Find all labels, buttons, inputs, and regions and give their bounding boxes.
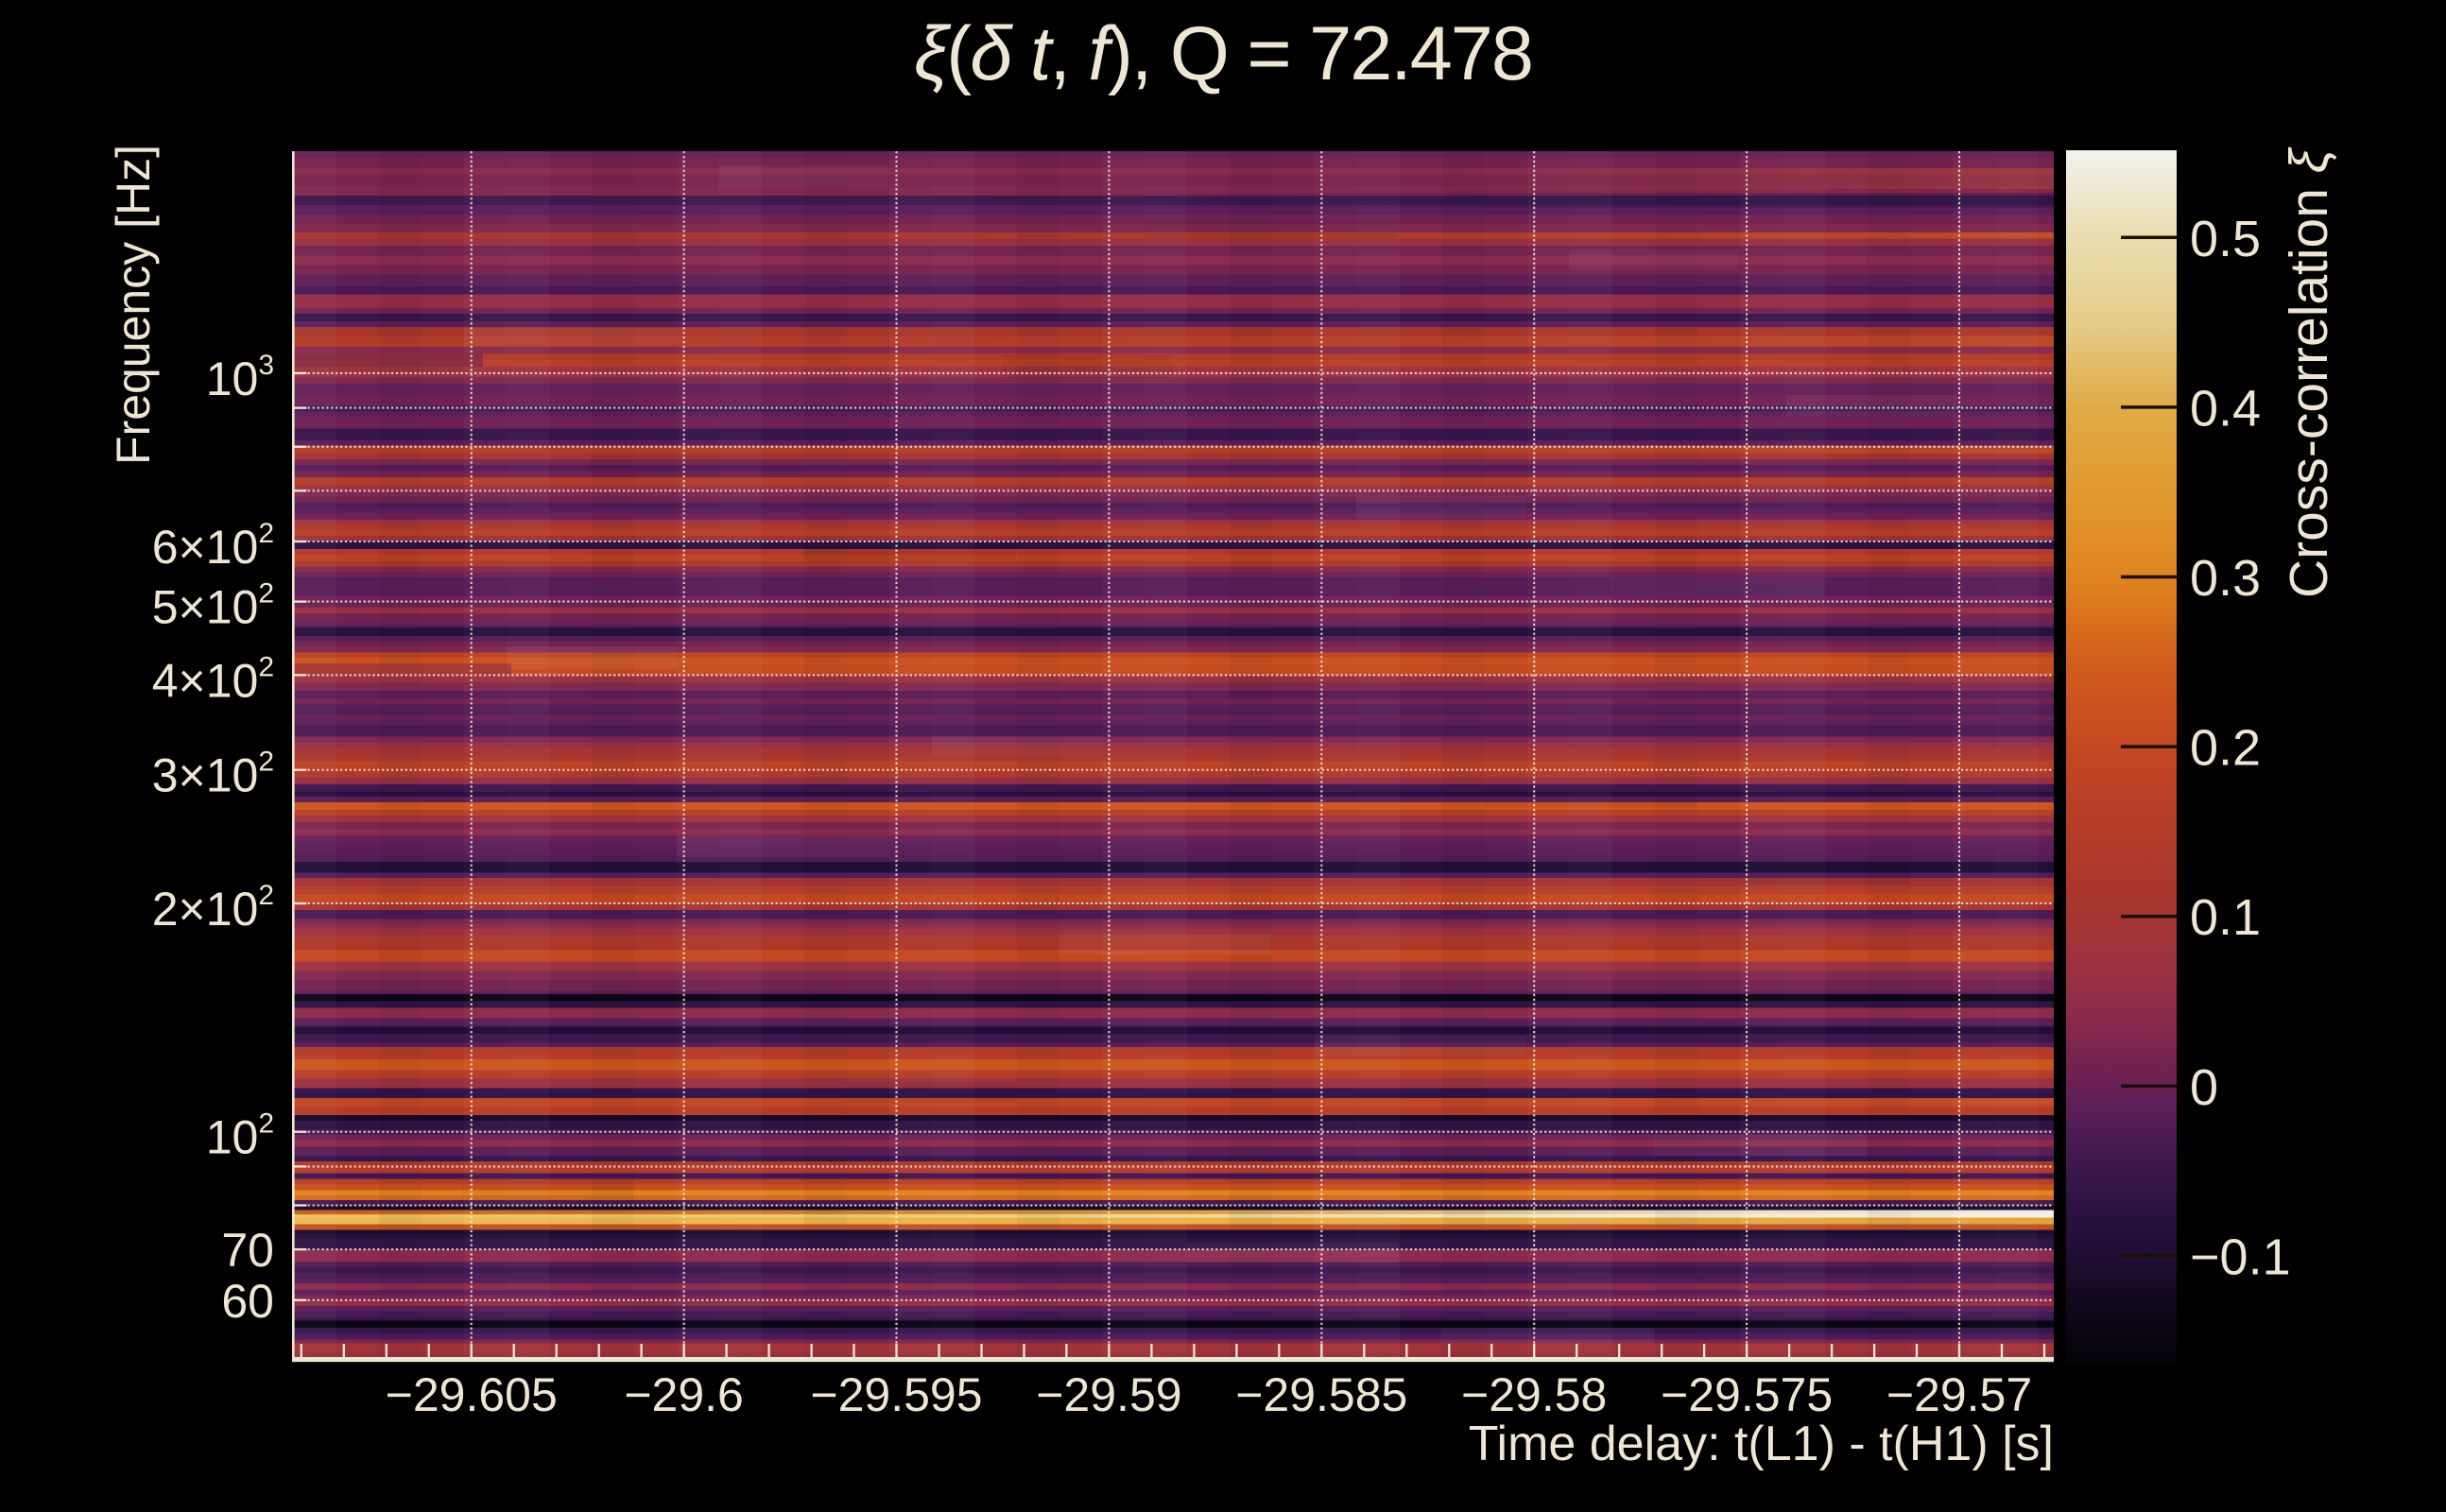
svg-text:0.2: 0.2 (2190, 720, 2261, 777)
svg-text:6×102: 6×102 (152, 518, 274, 574)
svg-text:−29.605: −29.605 (386, 1368, 558, 1421)
svg-text:−29.575: −29.575 (1661, 1368, 1833, 1421)
svg-text:ξ(δ t, f), Q = 72.478: ξ(δ t, f), Q = 72.478 (914, 11, 1532, 96)
svg-text:0: 0 (2190, 1059, 2218, 1116)
svg-text:4×102: 4×102 (152, 651, 274, 707)
svg-text:−29.58: −29.58 (1461, 1368, 1607, 1421)
svg-text:−29.595: −29.595 (810, 1368, 982, 1421)
svg-text:70: 70 (221, 1224, 274, 1277)
svg-text:0.3: 0.3 (2190, 550, 2261, 607)
svg-text:60: 60 (221, 1275, 274, 1328)
svg-text:2×102: 2×102 (152, 880, 274, 936)
svg-text:−0.1: −0.1 (2190, 1228, 2291, 1285)
svg-text:−29.59: −29.59 (1036, 1368, 1181, 1421)
svg-text:5×102: 5×102 (152, 578, 274, 634)
svg-text:−29.585: −29.585 (1235, 1368, 1407, 1421)
svg-text:0.5: 0.5 (2190, 211, 2261, 267)
svg-text:3×102: 3×102 (152, 747, 274, 802)
svg-text:Cross-correlation ξ: Cross-correlation ξ (2279, 146, 2339, 598)
svg-text:0.4: 0.4 (2190, 380, 2261, 437)
svg-text:Time delay: t(L1) - t(H1) [s]: Time delay: t(L1) - t(H1) [s] (1469, 1417, 2054, 1471)
svg-text:0.1: 0.1 (2190, 889, 2261, 946)
svg-text:−29.57: −29.57 (1886, 1368, 2032, 1421)
svg-text:Frequency [Hz]: Frequency [Hz] (107, 145, 160, 465)
svg-text:−29.6: −29.6 (624, 1368, 744, 1421)
